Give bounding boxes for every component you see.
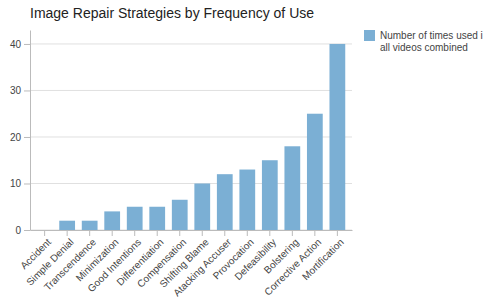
x-tick-mark: [44, 230, 45, 236]
grid-line: [30, 136, 352, 137]
chart-container: 0 10 20 30 40 AccidentSimple DenialTranscende…: [0, 0, 492, 306]
x-tick-mark: [269, 230, 270, 236]
y-tick: 20: [10, 132, 30, 143]
x-tick-mark: [134, 230, 135, 236]
grid-line: [30, 183, 352, 184]
grid-line: [30, 90, 352, 91]
y-axis-line: [30, 31, 31, 231]
y-tick: 30: [10, 85, 30, 96]
y-axis: 0 10 20 30 40: [10, 31, 31, 236]
bar: [217, 174, 233, 230]
y-tick-label: 0: [15, 225, 21, 236]
y-tick: 40: [10, 39, 30, 50]
x-tick-label: Mortification: [300, 236, 346, 282]
x-tick-mark: [67, 230, 68, 236]
x-tick: Defeasibility: [232, 230, 278, 282]
x-tick-mark: [202, 230, 203, 236]
plot: 0 10 20 30 40 AccidentSimple DenialTranscende…: [10, 31, 353, 299]
bars: [59, 44, 345, 230]
legend-label-line: all videos combined: [380, 42, 468, 53]
x-tick-mark: [337, 230, 338, 236]
y-tick-label: 40: [10, 39, 22, 50]
y-tick-mark: [24, 230, 30, 231]
bar: [104, 211, 120, 230]
y-tick: 10: [10, 178, 30, 189]
x-tick-mark: [179, 230, 180, 236]
bar: [172, 200, 188, 230]
y-tick-mark: [24, 137, 30, 138]
y-tick-mark: [24, 183, 30, 184]
bar: [149, 207, 165, 230]
y-tick-label: 10: [10, 178, 22, 189]
y-tick-mark: [24, 90, 30, 91]
bar: [307, 114, 323, 230]
legend-label-line: Number of times used i: [380, 30, 483, 41]
legend-swatch: [364, 30, 375, 41]
x-tick-mark: [247, 230, 248, 236]
bar: [127, 207, 143, 230]
x-tick-mark: [292, 230, 293, 236]
x-tick-mark: [157, 230, 158, 236]
y-tick: 0: [15, 225, 30, 236]
grid-line: [30, 230, 352, 231]
bar: [262, 160, 278, 230]
bar: [82, 221, 98, 230]
grid-line: [30, 43, 352, 44]
title: Image Repair Strategies by Frequency of …: [30, 5, 314, 21]
y-tick-label: 30: [10, 85, 22, 96]
bar: [194, 183, 210, 230]
legend-label: Number of times used iall videos combine…: [380, 30, 483, 53]
bar: [284, 146, 300, 230]
x-tick-mark: [112, 230, 113, 236]
chart-svg: 0 10 20 30 40 AccidentSimple DenialTranscende…: [0, 0, 492, 306]
bar: [239, 170, 255, 230]
y-tick-label: 20: [10, 132, 22, 143]
x-tick-mark: [314, 230, 315, 236]
x-axis: AccidentSimple DenialTranscendenceMinimi…: [18, 230, 352, 298]
legend: Number of times used iall videos combine…: [364, 30, 483, 53]
bar: [329, 44, 345, 230]
x-tick-mark: [224, 230, 225, 236]
y-tick-mark: [24, 44, 30, 45]
legend-item: Number of times used iall videos combine…: [364, 30, 483, 53]
grid: [30, 44, 352, 230]
x-tick-mark: [89, 230, 90, 236]
x-axis-line: [31, 230, 353, 231]
bar: [59, 221, 75, 230]
x-tick: Mortification: [300, 230, 346, 282]
bar: [37, 230, 53, 231]
